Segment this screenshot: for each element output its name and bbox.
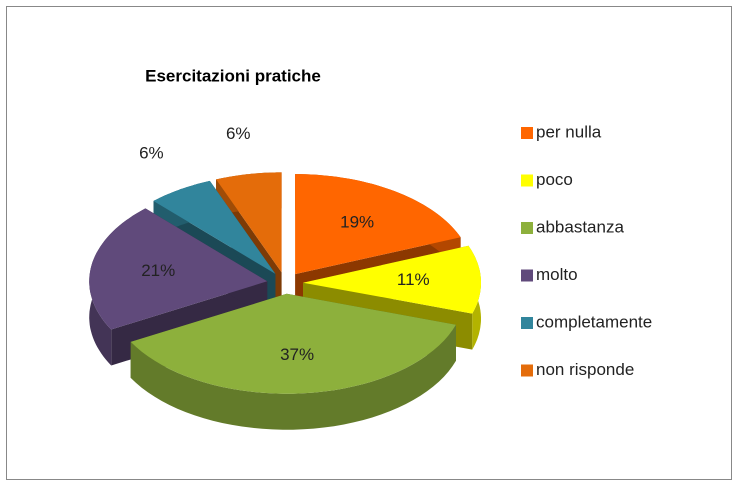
legend-swatch bbox=[521, 317, 533, 329]
data-label: 11% bbox=[397, 270, 430, 289]
slice-top bbox=[295, 174, 461, 275]
legend-swatch bbox=[521, 222, 533, 234]
data-label: 37% bbox=[280, 345, 314, 364]
chart-title: Esercitazioni pratiche bbox=[145, 66, 321, 85]
pie-slices bbox=[89, 172, 481, 430]
legend-label: completamente bbox=[536, 312, 652, 331]
slice-top bbox=[89, 208, 268, 330]
slice-top bbox=[130, 293, 456, 394]
slice-top bbox=[303, 245, 481, 314]
data-label: 19% bbox=[340, 212, 374, 231]
legend-swatch bbox=[521, 364, 533, 377]
legend-label: abbastanza bbox=[536, 217, 624, 236]
data-label: 6% bbox=[139, 144, 164, 163]
slice-top bbox=[216, 172, 282, 273]
slice-top bbox=[153, 180, 276, 274]
legend-label: per nulla bbox=[536, 122, 602, 141]
data-label: 6% bbox=[226, 124, 251, 143]
legend-swatch bbox=[521, 127, 533, 139]
legend-label: molto bbox=[536, 265, 578, 284]
legend-swatch bbox=[521, 174, 533, 187]
slice-outer-wall bbox=[130, 324, 456, 430]
legend-swatch bbox=[521, 269, 533, 282]
data-label: 21% bbox=[141, 261, 175, 280]
legend-label: poco bbox=[536, 170, 573, 189]
legend-label: non risponde bbox=[536, 360, 634, 379]
